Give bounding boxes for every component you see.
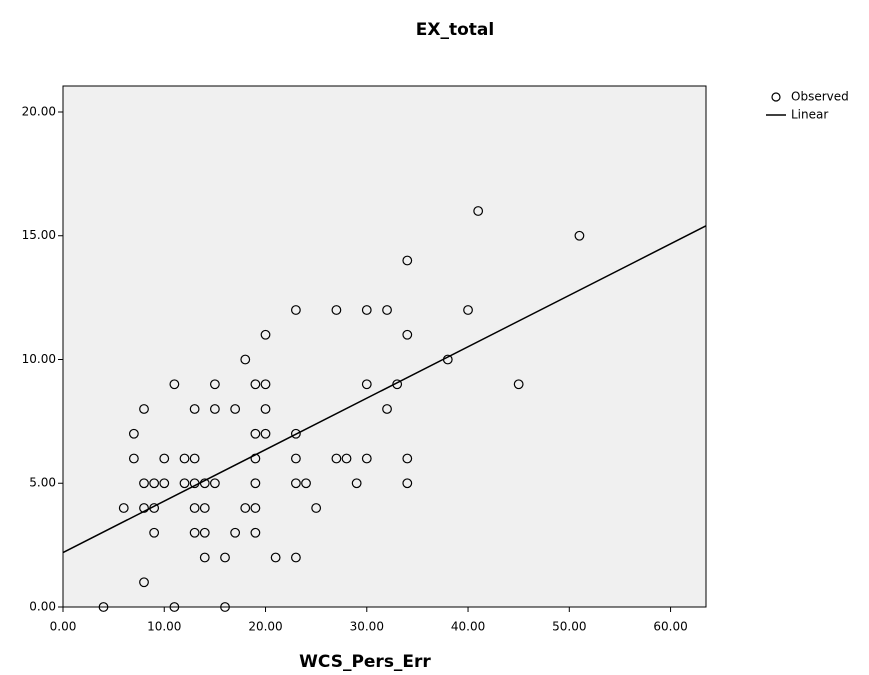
y-tick-label: 0.00 (29, 600, 56, 614)
x-axis-title: WCS_Pers_Err (299, 652, 431, 672)
legend-label: Linear (791, 108, 828, 122)
x-tick-label: 0.00 (50, 620, 77, 634)
y-tick-label: 15.00 (22, 228, 56, 242)
x-tick-label: 60.00 (653, 620, 687, 634)
x-tick-label: 30.00 (350, 620, 384, 634)
x-tick-label: 40.00 (451, 620, 485, 634)
legend-label: Observed (791, 90, 849, 104)
chart: EX_total WCS_Pers_Err 0.00 5.00 10.00 15.00… (0, 0, 869, 675)
chart-title: EX_total (416, 20, 494, 40)
x-tick-label: 20.00 (248, 620, 282, 634)
y-tick-label: 20.00 (22, 104, 56, 118)
legend-marker (772, 93, 780, 101)
plot-area (63, 86, 706, 607)
x-tick-label: 10.00 (147, 620, 181, 634)
y-tick-label: 10.00 (22, 352, 56, 366)
x-tick-label: 50.00 (552, 620, 586, 634)
y-tick-label: 5.00 (29, 476, 56, 490)
